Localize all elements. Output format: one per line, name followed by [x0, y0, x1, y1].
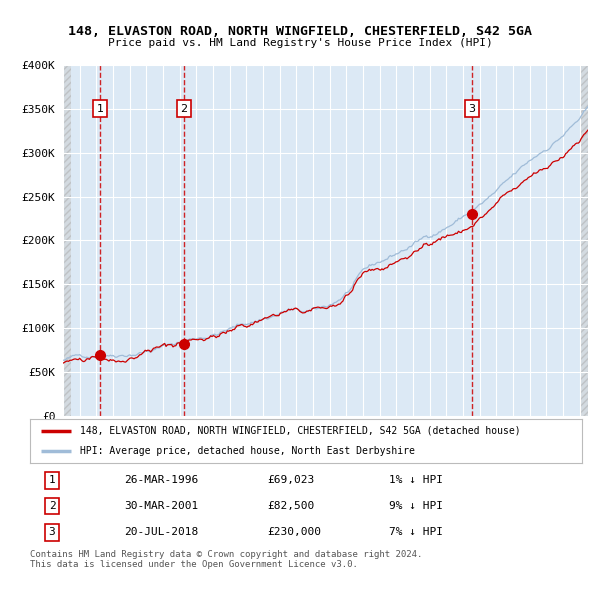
Bar [580, 65, 588, 416]
Text: Contains HM Land Registry data © Crown copyright and database right 2024.
This d: Contains HM Land Registry data © Crown c… [30, 550, 422, 569]
Text: 3: 3 [469, 104, 476, 114]
Text: 9% ↓ HPI: 9% ↓ HPI [389, 501, 443, 511]
Text: 1% ↓ HPI: 1% ↓ HPI [389, 476, 443, 486]
Text: 2: 2 [180, 104, 187, 114]
Text: HPI: Average price, detached house, North East Derbyshire: HPI: Average price, detached house, Nort… [80, 446, 415, 456]
Text: £82,500: £82,500 [268, 501, 314, 511]
Text: 148, ELVASTON ROAD, NORTH WINGFIELD, CHESTERFIELD, S42 5GA (detached house): 148, ELVASTON ROAD, NORTH WINGFIELD, CHE… [80, 426, 520, 436]
Text: 3: 3 [49, 527, 55, 537]
Text: £230,000: £230,000 [268, 527, 322, 537]
Text: 1: 1 [49, 476, 55, 486]
Text: 7% ↓ HPI: 7% ↓ HPI [389, 527, 443, 537]
Text: 148, ELVASTON ROAD, NORTH WINGFIELD, CHESTERFIELD, S42 5GA: 148, ELVASTON ROAD, NORTH WINGFIELD, CHE… [68, 25, 532, 38]
Text: £69,023: £69,023 [268, 476, 314, 486]
Text: 1: 1 [97, 104, 104, 114]
Bar [63, 65, 71, 416]
Text: 2: 2 [49, 501, 55, 511]
Text: 20-JUL-2018: 20-JUL-2018 [124, 527, 198, 537]
Text: 26-MAR-1996: 26-MAR-1996 [124, 476, 198, 486]
Text: Price paid vs. HM Land Registry's House Price Index (HPI): Price paid vs. HM Land Registry's House … [107, 38, 493, 48]
Text: 30-MAR-2001: 30-MAR-2001 [124, 501, 198, 511]
